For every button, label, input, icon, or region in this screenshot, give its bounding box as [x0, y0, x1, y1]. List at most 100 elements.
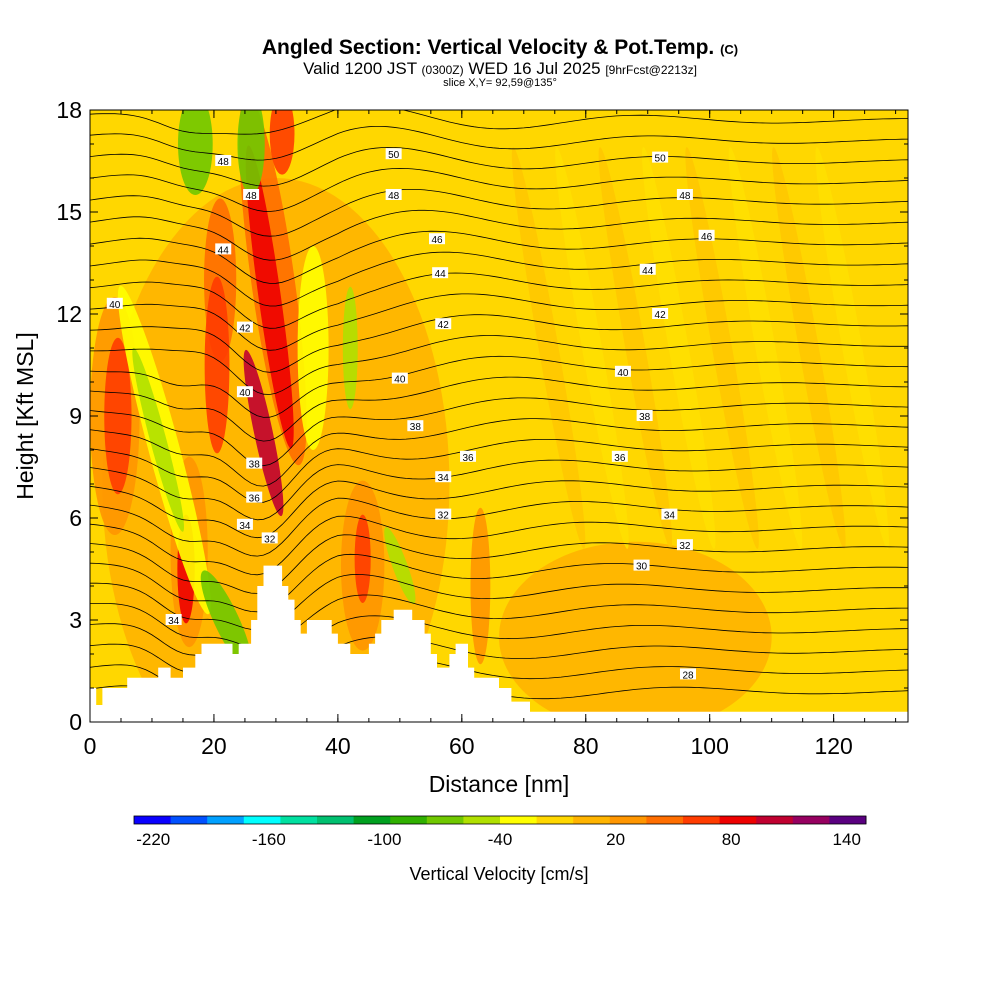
- contour-label: 42: [655, 310, 667, 321]
- vertical-velocity-field: [90, 110, 908, 722]
- theta-contour: [90, 293, 908, 351]
- theta-contour: [90, 418, 908, 487]
- colorbar-tick-label: -40: [488, 830, 513, 849]
- theta-contour: [90, 189, 908, 237]
- x-tick-label: 20: [201, 733, 227, 759]
- theta-contour: [90, 553, 908, 613]
- contour-label: 38: [410, 422, 422, 433]
- theta-contour: [90, 459, 908, 521]
- y-tick-label: 15: [56, 199, 82, 225]
- strong-updraft-core: [354, 514, 371, 603]
- y-tick-label: 0: [69, 709, 82, 735]
- chart-subtitle: Valid 1200 JST (0300Z) WED 16 Jul 2025 […: [0, 60, 1000, 79]
- contour-label: 44: [435, 269, 447, 280]
- y-tick-label: 6: [69, 505, 82, 531]
- contour-label-bg: [391, 372, 408, 384]
- slice-label: slice X,Y= 92,59@135°: [443, 77, 557, 89]
- colorbar-tick-label: -100: [367, 830, 401, 849]
- field-streak: [728, 147, 803, 549]
- utc-time: (0300Z): [421, 63, 464, 77]
- contour-label-bg: [236, 386, 253, 398]
- colorbar-tick-label: 140: [833, 830, 861, 849]
- contour-label: 42: [239, 324, 251, 335]
- contour-label-bg: [165, 614, 182, 625]
- chart-title-unit: (C): [720, 42, 739, 57]
- field-streak: [815, 147, 889, 549]
- theta-contour: [90, 594, 908, 648]
- x-tick-label: 100: [691, 733, 729, 759]
- contour-label-bg: [385, 148, 402, 160]
- colorbar-frame: [133, 815, 867, 825]
- field-streak: [598, 147, 673, 549]
- contour-label: 32: [438, 511, 450, 522]
- field-streak: [511, 147, 586, 549]
- y-axis-ticks: 0 36 9 12 15 18: [56, 97, 908, 735]
- contour-label-bg: [432, 267, 449, 279]
- field-streak: [772, 147, 846, 549]
- contour-label: 34: [239, 521, 251, 532]
- strong-updraft-core: [204, 276, 230, 454]
- colorbar-bin: [463, 816, 501, 824]
- contour-label-bg: [246, 457, 263, 469]
- contour-label-bg: [614, 365, 631, 377]
- strong-updraft-core: [245, 145, 294, 449]
- theta-contour: [90, 146, 908, 187]
- contour-label-bg: [633, 559, 650, 571]
- contour-label: 38: [639, 412, 651, 423]
- contour-label-bg: [652, 151, 669, 163]
- contour-label-bg: [435, 318, 452, 330]
- contour-label: 46: [701, 232, 713, 243]
- colorbar-bin: [390, 816, 428, 824]
- downdraft-region: [297, 246, 329, 450]
- colorbar-bin: [646, 816, 684, 824]
- contour-label: 36: [462, 453, 474, 464]
- x-axis-label: Distance [nm]: [429, 771, 570, 797]
- theta-contour: [90, 167, 908, 212]
- theta-contour: [90, 209, 908, 261]
- contour-label: 28: [682, 670, 694, 681]
- updraft-region: [499, 541, 772, 722]
- colorbar-tick-label: -220: [136, 830, 170, 849]
- contour-label: 40: [394, 375, 406, 386]
- colorbar-bin: [280, 816, 318, 824]
- theta-contour: [90, 573, 908, 631]
- x-tick-label: 40: [325, 733, 351, 759]
- x-tick-label: 120: [814, 733, 852, 759]
- contour-label: 48: [679, 191, 691, 202]
- y-tick-label: 18: [56, 97, 82, 123]
- theta-contour: [90, 355, 908, 418]
- strong-updraft-core: [104, 337, 132, 495]
- contour-label: 40: [239, 388, 251, 399]
- theta-contour: [90, 439, 908, 503]
- contour-label-bg: [261, 532, 278, 544]
- contour-label-bg: [236, 321, 253, 333]
- colorbar: [133, 815, 867, 825]
- field-streak: [641, 147, 716, 549]
- contour-label-bg: [407, 420, 424, 432]
- colorbar-bin: [829, 816, 867, 824]
- downdraft-region: [384, 527, 416, 605]
- x-tick-label: 0: [84, 733, 97, 759]
- contour-label-bg: [611, 450, 628, 462]
- strong-updraft-core: [269, 110, 295, 175]
- contour-label: 32: [264, 534, 276, 545]
- contour-label: 40: [109, 300, 121, 311]
- contour-label-bg: [243, 189, 260, 200]
- x-axis-ticks: 0 20 40 60 80 100 120: [84, 110, 897, 759]
- contour-label-bg: [246, 491, 263, 503]
- chart-title: Angled Section: Vertical Velocity & Pot.…: [0, 36, 1000, 60]
- colorbar-label: Vertical Velocity [cm/s]: [409, 864, 588, 884]
- contour-label: 44: [642, 266, 654, 277]
- theta-contour: [90, 534, 908, 594]
- contour-label: 32: [679, 541, 691, 552]
- contour-label-bg: [639, 263, 656, 275]
- terrain-profile: [90, 565, 908, 722]
- contour-label-bg: [680, 668, 697, 680]
- theta-contour: [90, 251, 908, 307]
- updraft-region: [470, 507, 491, 665]
- y-tick-label: 12: [56, 301, 82, 327]
- y-tick-label: 9: [69, 403, 82, 429]
- colorbar-bin: [317, 816, 355, 824]
- theta-contour: [90, 230, 908, 284]
- colorbar-bin: [573, 816, 611, 824]
